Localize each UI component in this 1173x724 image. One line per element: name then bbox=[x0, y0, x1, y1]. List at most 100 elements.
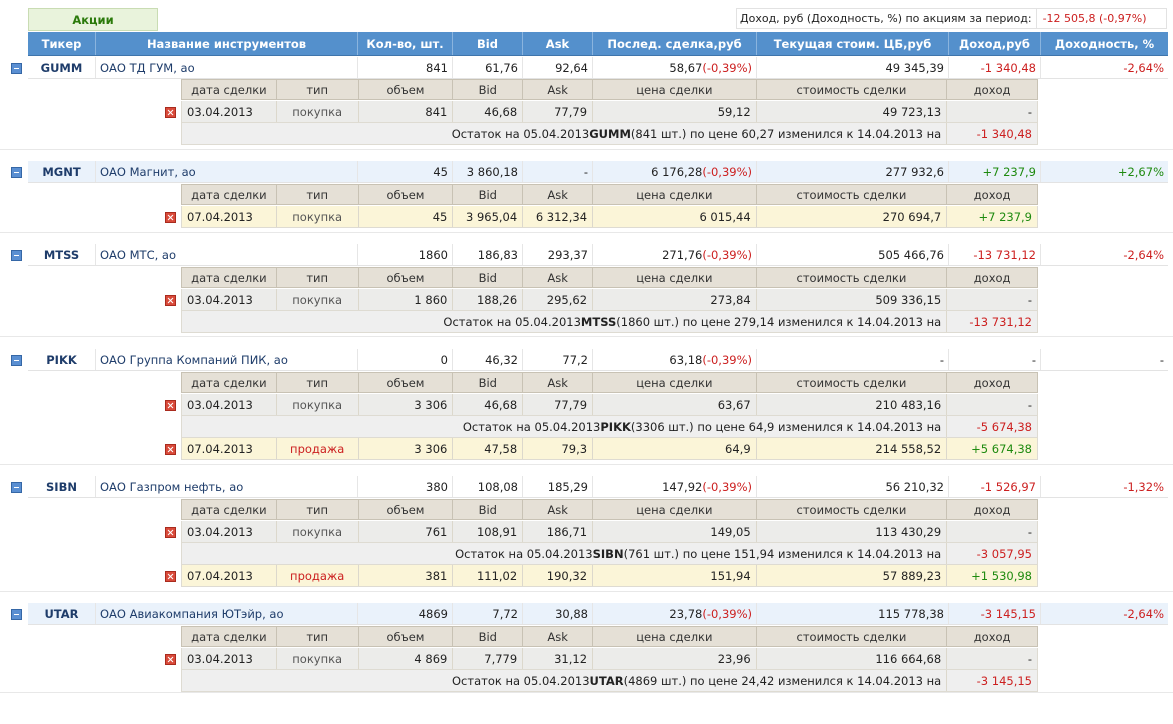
col-current-value[interactable]: Текущая стоим. ЦБ,руб bbox=[757, 32, 949, 55]
last-deal-cell: 147,92 (-0,39%) bbox=[593, 476, 757, 497]
delete-icon[interactable] bbox=[165, 527, 176, 538]
last-price: 58,67 bbox=[669, 60, 703, 75]
deal-header-bid: Bid bbox=[453, 500, 524, 519]
qty-cell: 45 bbox=[358, 161, 453, 182]
deal-header-ask: Ask bbox=[523, 80, 594, 99]
row-separator bbox=[0, 591, 1173, 592]
col-qty[interactable]: Кол-во, шт. bbox=[358, 32, 453, 55]
deal-bid: 188,26 bbox=[453, 289, 524, 310]
deal-ask: 77,79 bbox=[523, 101, 594, 122]
instrument-row[interactable]: MGNT ОАО Магнит, ао 45 3 860,18-6 176,28 (-… bbox=[28, 161, 1168, 183]
delete-icon[interactable] bbox=[165, 571, 176, 582]
balance-ticker: SIBN bbox=[592, 546, 624, 561]
col-yield[interactable]: Доходность, % bbox=[1054, 36, 1155, 51]
deal-price: 64,9 bbox=[593, 438, 757, 459]
collapse-icon[interactable] bbox=[11, 609, 22, 620]
instrument-row[interactable]: PIKK ОАО Группа Компаний ПИК, ао 0 46,32 77,… bbox=[28, 349, 1168, 371]
deal-header-vol: объем bbox=[359, 373, 454, 392]
deal-income: - bbox=[1027, 651, 1032, 666]
deal-header-bid: Bid bbox=[453, 627, 524, 646]
instrument-row[interactable]: UTAR ОАО Авиакомпания ЮТэйр, ао 4869 7,72 30… bbox=[28, 603, 1168, 625]
deal-header-cost: стоимость сделки bbox=[757, 627, 948, 646]
balance-income: -1 340,48 bbox=[976, 126, 1032, 141]
summary-value: -12 505,8 (-0,97%) bbox=[1042, 12, 1147, 25]
current-value-cell: - bbox=[757, 349, 949, 370]
deal-row[interactable]: 07.04.2013 покупка 45 3 965,04 6 312,34 6 015… bbox=[181, 206, 1038, 228]
deal-type: покупка bbox=[277, 289, 359, 310]
deal-header-cost: стоимость сделки bbox=[757, 185, 948, 204]
deal-row[interactable]: 03.04.2013 покупка 3 306 46,68 77,79 63,67 210… bbox=[181, 394, 1038, 416]
deal-header-price: цена сделки bbox=[593, 268, 757, 287]
collapse-icon[interactable] bbox=[11, 482, 22, 493]
deal-vol: 45 bbox=[359, 206, 454, 227]
instrument-row[interactable]: GUMM ОАО ТД ГУМ, ао 841 61,76 92,64 58,67 (-0… bbox=[28, 57, 1168, 79]
col-ask[interactable]: Ask bbox=[523, 32, 593, 55]
delete-icon[interactable] bbox=[165, 212, 176, 223]
col-ticker[interactable]: Тикер bbox=[28, 32, 96, 55]
deal-date: 07.04.2013 bbox=[182, 565, 277, 586]
ticker-cell: SIBN bbox=[28, 476, 96, 497]
col-name[interactable]: Название инструментов bbox=[96, 32, 358, 55]
deal-header-cost: стоимость сделки bbox=[757, 268, 948, 287]
deal-bid: 111,02 bbox=[453, 565, 524, 586]
col-last-deal[interactable]: Послед. сделка,руб bbox=[593, 32, 757, 55]
last-deal-cell: 6 176,28 (-0,39%) bbox=[593, 161, 757, 182]
income-cell: -13 731,12 bbox=[949, 244, 1041, 265]
qty-cell: 841 bbox=[358, 57, 453, 78]
deal-row[interactable]: 03.04.2013 покупка 1 860 188,26 295,62 273,84… bbox=[181, 289, 1038, 311]
balance-suffix: (841 шт.) по цене 60,27 изменился к 14.0… bbox=[630, 126, 942, 141]
deal-date: 03.04.2013 bbox=[182, 101, 277, 122]
ask-cell: 77,2 bbox=[523, 349, 593, 370]
collapse-icon[interactable] bbox=[11, 355, 22, 366]
deal-header-ask: Ask bbox=[523, 185, 594, 204]
name-cell: ОАО Газпром нефть, ао bbox=[96, 476, 358, 497]
balance-row: Остаток на 05.04.2013 UTAR (4869 шт.) по… bbox=[181, 670, 1038, 692]
deal-header-date: дата сделки bbox=[182, 268, 277, 287]
deal-header-type: тип bbox=[277, 627, 359, 646]
ask-cell: 185,29 bbox=[523, 476, 593, 497]
tab-stocks[interactable]: Акции bbox=[28, 8, 158, 31]
row-separator bbox=[0, 232, 1173, 233]
delete-icon[interactable] bbox=[165, 444, 176, 455]
deal-ask: 186,71 bbox=[523, 521, 594, 542]
bid-cell: 186,83 bbox=[453, 244, 523, 265]
deal-row[interactable]: 03.04.2013 покупка 841 46,68 77,79 59,12 49 72… bbox=[181, 101, 1038, 123]
col-income[interactable]: Доход,руб bbox=[949, 32, 1041, 55]
qty-cell: 1860 bbox=[358, 244, 453, 265]
last-price: 6 176,28 bbox=[651, 164, 703, 179]
delete-icon[interactable] bbox=[165, 295, 176, 306]
current-value-cell: 505 466,76 bbox=[757, 244, 949, 265]
deal-row[interactable]: 07.04.2013 продажа 3 306 47,58 79,3 64,9 214 5… bbox=[181, 438, 1038, 460]
collapse-icon[interactable] bbox=[11, 250, 22, 261]
instrument-row[interactable]: SIBN ОАО Газпром нефть, ао 380 108,08 185,29… bbox=[28, 476, 1168, 498]
deal-header-ask: Ask bbox=[523, 500, 594, 519]
last-price: 147,92 bbox=[662, 479, 703, 494]
col-bid[interactable]: Bid bbox=[453, 32, 523, 55]
current-value-cell: 115 778,38 bbox=[757, 603, 949, 624]
deal-row[interactable]: 03.04.2013 покупка 4 869 7,779 31,12 23,96 116… bbox=[181, 648, 1038, 670]
deal-cost: 509 336,15 bbox=[757, 289, 948, 310]
delete-icon[interactable] bbox=[165, 654, 176, 665]
balance-suffix: (1860 шт.) по цене 279,14 изменился к 14… bbox=[616, 314, 942, 329]
deal-date: 03.04.2013 bbox=[182, 394, 277, 415]
deal-price: 23,96 bbox=[593, 648, 757, 669]
collapse-icon[interactable] bbox=[11, 63, 22, 74]
deal-header-type: тип bbox=[277, 500, 359, 519]
deal-header-date: дата сделки bbox=[182, 500, 277, 519]
instrument-row[interactable]: MTSS ОАО МТС, ао 1860 186,83 293,37 271,76 (-… bbox=[28, 244, 1168, 266]
balance-income: -13 731,12 bbox=[969, 314, 1032, 329]
deal-row[interactable]: 07.04.2013 продажа 381 111,02 190,32 151,94 57… bbox=[181, 565, 1038, 587]
deal-income: - bbox=[1027, 104, 1032, 119]
deal-header-bid: Bid bbox=[453, 185, 524, 204]
deal-cost: 49 723,13 bbox=[757, 101, 948, 122]
deal-type: покупка bbox=[277, 206, 359, 227]
delete-icon[interactable] bbox=[165, 107, 176, 118]
deal-header-ask: Ask bbox=[523, 373, 594, 392]
deal-row[interactable]: 03.04.2013 покупка 761 108,91 186,71 149,05 11… bbox=[181, 521, 1038, 543]
collapse-icon[interactable] bbox=[11, 167, 22, 178]
qty-cell: 380 bbox=[358, 476, 453, 497]
last-price: 271,76 bbox=[662, 247, 703, 262]
yield-cell: -2,64% bbox=[1123, 247, 1164, 262]
delete-icon[interactable] bbox=[165, 400, 176, 411]
ticker-cell: MTSS bbox=[28, 244, 96, 265]
